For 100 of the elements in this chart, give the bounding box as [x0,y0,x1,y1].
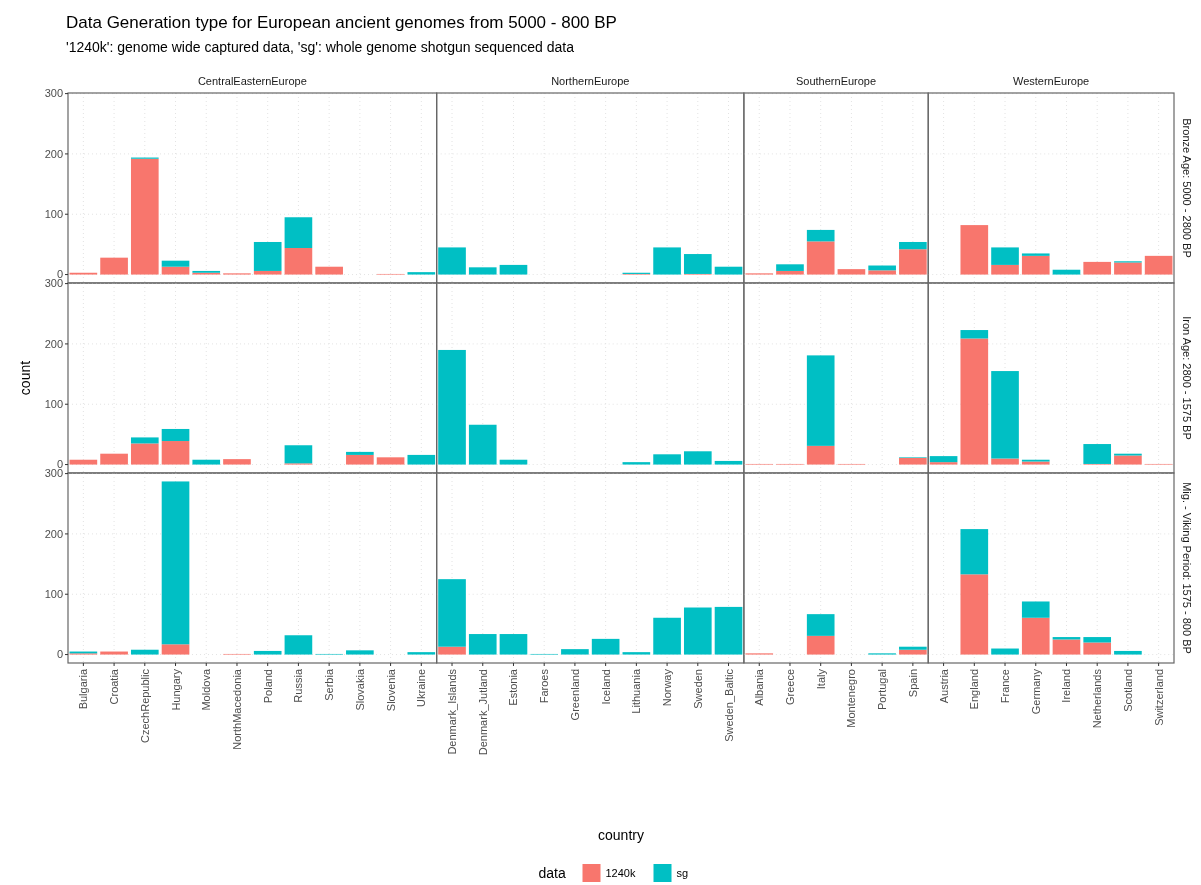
x-tick-label: NorthMacedonia [230,668,243,750]
x-tick-label: Albania [753,668,766,706]
bar [1114,650,1142,655]
x-tick-label: Hungary [169,668,182,711]
bar [683,451,712,465]
bar [284,248,313,275]
bar [1083,642,1112,655]
x-tick-label: Poland [261,669,274,704]
x-tick-label: Netherlands [1091,668,1104,729]
bar [161,441,190,465]
bar [284,217,313,249]
x-tick-label: Italy [814,668,827,690]
bar [100,257,128,275]
bar [683,607,712,655]
bar [991,458,1019,465]
x-tick-label: Greece [783,669,796,706]
bar [1114,262,1142,275]
bar [991,648,1019,655]
bar [653,247,681,275]
x-tick-label: Faroes [538,668,551,704]
bar [438,646,466,655]
bar [806,635,835,655]
bar [960,225,989,275]
y-axis-title: count [17,360,33,396]
bar [991,264,1019,275]
x-tick-label: Portugal [876,669,889,710]
bar [1052,269,1081,275]
bar [960,574,989,655]
x-tick-label: Sweden_Baltic [722,668,735,742]
bar [130,437,159,444]
bar [806,614,835,636]
bar [806,241,835,275]
bar [714,606,743,655]
bar [130,649,159,655]
bar [1021,255,1050,275]
bar [776,264,804,271]
x-tick-label: Iceland [599,669,612,705]
y2-axis-title: Mig. - Viking Period: 1575 - 800 BP [1181,482,1193,654]
x-tick-label: Switzerland [1152,669,1165,726]
bar [346,451,374,455]
bar [1021,601,1050,618]
y-tick-label: 100 [44,208,63,221]
x-tick-label: Scotland [1121,669,1134,712]
y-tick-label: 300 [44,87,63,100]
x-tick-label: Slovenia [384,668,397,712]
chart-title: SouthernEurope [795,75,877,87]
bar [1144,255,1173,275]
text: Data Generation type for European ancient genomes from 5000 - 800 BP [66,13,617,32]
bar [499,634,528,655]
bar [468,634,497,655]
x-tick-label: Estonia [507,668,520,706]
bar [130,443,159,465]
bar [499,264,528,275]
bar [100,651,128,655]
bar [438,349,466,465]
bar [438,247,466,275]
bar [284,635,313,655]
bar [960,338,989,465]
bar [1021,253,1050,256]
y-tick-label: 100 [44,588,63,601]
bar [653,617,681,655]
y-tick-label: 100 [44,398,63,411]
x-tick-label: Russia [292,668,305,703]
legend-title: data [538,864,566,881]
bar [960,330,989,339]
bar [1052,639,1081,655]
y-tick-label: 200 [44,527,63,540]
bar [776,270,804,275]
bar [1083,261,1112,275]
x-tick-label: England [968,669,981,710]
legend-label: sg [676,866,689,879]
legend-label: 1240k [605,866,636,879]
bar [561,649,589,655]
bar [837,269,866,275]
bar [468,424,497,465]
x-tick-label: Sweden [691,669,704,709]
bar [438,579,466,647]
bar [130,158,159,275]
bar [468,267,497,275]
x-tick-label: France [999,669,1012,704]
x-tick-label: CzechRepublic [138,668,151,743]
bar [868,270,896,275]
x-tick-label: Bulgaria [77,668,90,710]
x-tick-label: Spain [906,669,919,698]
bar [346,650,374,655]
chart-title: WesternEurope [1012,75,1090,87]
bar [499,459,528,465]
bar [407,454,436,465]
bar [161,260,190,267]
bar [960,529,989,575]
bar [622,652,651,655]
bar [1021,617,1050,655]
x-tick-label: Austria [937,668,950,704]
bar [991,247,1019,265]
bar [253,650,282,655]
text: '1240k': genome wide captured data, 'sg': whole genome shotgun sequenced data [66,39,575,55]
x-tick-label: Germany [1029,668,1042,715]
bar [161,644,190,655]
bar [806,229,835,242]
bar [407,272,436,275]
